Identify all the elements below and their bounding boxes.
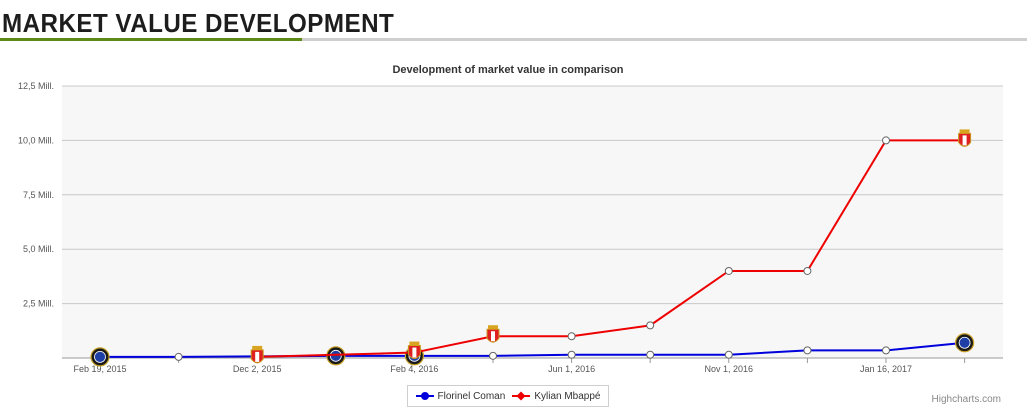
grid-lines [62, 85, 1003, 359]
monaco-crest-stripe [962, 135, 967, 146]
y-axis-labels: 2,5 Mill. 5,0 Mill. 7,5 Mill. 10,0 Mill. 12,… [18, 81, 54, 309]
monaco-crest-stripe [255, 351, 260, 362]
y-tick-label: 7,5 Mill. [23, 190, 54, 200]
chart-legend: Florinel Coman Kylian Mbappé [407, 385, 609, 407]
header-accent-bar [0, 38, 302, 41]
x-tick-label: Feb 19, 2015 [73, 364, 126, 374]
x-axis-labels: Feb 19, 2015 Dec 2, 2015 Feb 4, 2016 Jun 1,… [73, 358, 966, 374]
data-point[interactable] [882, 346, 890, 355]
monaco-crown [409, 341, 420, 346]
series-lines [90, 129, 975, 367]
credits-link[interactable]: Highcharts.com [931, 394, 1001, 405]
data-point[interactable] [489, 351, 497, 360]
data-point[interactable] [567, 350, 576, 359]
legend-item-coman[interactable]: Florinel Coman [415, 390, 506, 402]
x-tick-label: Jan 16, 2017 [860, 364, 912, 374]
legend-line-diamond-icon [512, 391, 531, 401]
x-tick-label: Jun 1, 2016 [548, 364, 595, 374]
x-tick-label: Dec 2, 2015 [233, 364, 282, 374]
data-point[interactable] [646, 350, 655, 359]
y-tick-label: 5,0 Mill. [23, 244, 54, 254]
y-tick-label: 12,5 Mill. [18, 81, 54, 91]
header-divider [0, 38, 1027, 41]
monaco-crest-stripe [412, 347, 417, 358]
monaco-crest-stripe [491, 331, 495, 342]
data-point[interactable] [174, 352, 183, 361]
chart-title: Development of market value in compariso… [392, 64, 623, 76]
series-mbappe [250, 129, 972, 364]
x-tick-label: Nov 1, 2016 [705, 364, 754, 374]
section-header: MARKET VALUE DEVELOPMENT [0, 0, 1027, 44]
data-point[interactable] [567, 332, 576, 341]
data-point[interactable] [724, 266, 733, 275]
page-title: MARKET VALUE DEVELOPMENT [2, 8, 395, 38]
legend-label-coman: Florinel Coman [437, 390, 506, 402]
y-tick-label: 10,0 Mill. [18, 135, 54, 145]
data-point[interactable] [724, 350, 733, 359]
plot-area [62, 86, 1003, 358]
club-crest-inner [94, 351, 106, 363]
monaco-crown [488, 325, 498, 330]
monaco-crown [959, 129, 970, 134]
data-point[interactable] [803, 346, 812, 355]
data-point[interactable] [803, 266, 812, 275]
legend-label-mbappe: Kylian Mbappé [534, 390, 601, 402]
data-point[interactable] [646, 321, 655, 330]
data-point[interactable] [882, 136, 890, 145]
x-tick-label: Feb 4, 2016 [390, 364, 438, 374]
monaco-crown [252, 345, 263, 350]
y-tick-label: 2,5 Mill. [23, 299, 54, 309]
legend-item-mbappe[interactable]: Kylian Mbappé [512, 391, 600, 402]
market-value-chart: Development of market value in compariso… [18, 64, 1003, 374]
legend-line-circle-icon [415, 391, 434, 401]
club-crest-inner [958, 336, 971, 349]
